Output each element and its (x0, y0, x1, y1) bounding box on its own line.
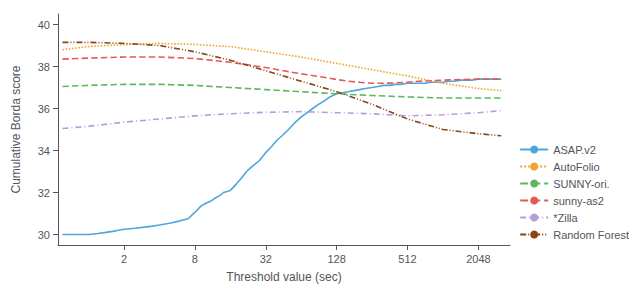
svg-text:38: 38 (38, 61, 50, 73)
svg-text:2048: 2048 (466, 253, 490, 265)
svg-text:2: 2 (121, 253, 127, 265)
svg-text:128: 128 (327, 253, 345, 265)
svg-text:40: 40 (38, 19, 50, 31)
svg-text:AutoFolio: AutoFolio (553, 161, 599, 173)
svg-text:8: 8 (192, 253, 198, 265)
svg-text:Random Forest: Random Forest (553, 229, 629, 241)
svg-text:Threshold value (sec): Threshold value (sec) (226, 270, 341, 284)
svg-text:*Zilla: *Zilla (553, 212, 578, 224)
svg-text:30: 30 (38, 229, 50, 241)
svg-text:SUNNY-ori.: SUNNY-ori. (553, 178, 609, 190)
svg-text:ASAP.v2: ASAP.v2 (553, 144, 596, 156)
svg-text:34: 34 (38, 145, 50, 157)
svg-text:32: 32 (260, 253, 272, 265)
svg-text:512: 512 (398, 253, 416, 265)
svg-text:36: 36 (38, 103, 50, 115)
svg-text:sunny-as2: sunny-as2 (553, 195, 604, 207)
svg-text:Cumulative Borda score: Cumulative Borda score (9, 65, 23, 193)
svg-text:32: 32 (38, 187, 50, 199)
